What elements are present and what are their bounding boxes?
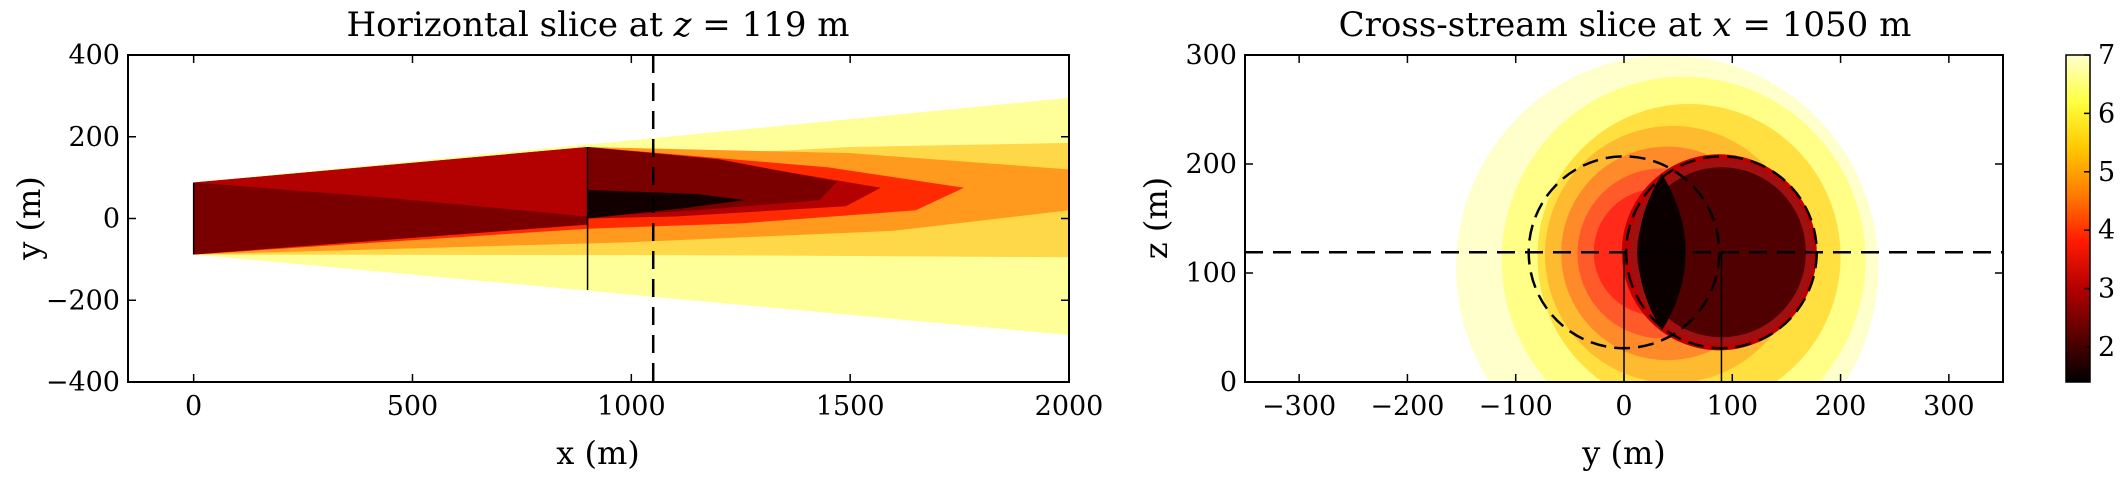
colorbar-tick-label: 6 <box>2098 98 2115 129</box>
cross-stream-slice-title: Cross-stream slice at x = 1050 m <box>1339 5 1912 45</box>
y-tick-label: 200 <box>1185 149 1237 180</box>
cross-stream-slice-contours <box>1456 55 1879 382</box>
y-tick-label: −400 <box>46 367 120 398</box>
colorbar-gradient <box>2065 54 2091 383</box>
cross-stream-slice-xlabel: y (m) <box>1581 434 1666 472</box>
y-tick-label: 200 <box>68 122 120 153</box>
colorbar-tick-label: 2 <box>2098 332 2115 363</box>
cross-stream-slice-ticks: −300 −200 −100 0 100 200 300 0 100 200 300 <box>1185 40 2003 422</box>
colorbar-tick-label: 3 <box>2098 274 2115 305</box>
horizontal-slice-xlabel: x (m) <box>556 434 640 472</box>
cross-stream-slice-overlay <box>1245 155 2003 382</box>
colorbar-tick-label: 7 <box>2098 40 2115 71</box>
x-tick-label: 1000 <box>597 391 666 422</box>
horizontal-slice-contours <box>193 97 1069 336</box>
cross-stream-slice-ylabel: z (m) <box>1137 177 1175 259</box>
horizontal-slice-ylabel: y (m) <box>10 176 48 261</box>
colorbar: 2 3 4 5 6 7 <box>2065 40 2115 383</box>
x-tick-label: 0 <box>1615 391 1632 422</box>
wake-contour-band-5 <box>193 147 837 255</box>
horizontal-slice-overlay <box>192 55 655 382</box>
y-tick-label: 0 <box>1220 367 1237 398</box>
colorbar-tick-label: 5 <box>2098 157 2115 188</box>
y-tick-label: 0 <box>103 204 120 235</box>
y-tick-label: 400 <box>68 40 120 71</box>
horizontal-slice-ticks: 0 500 1000 1500 2000 −400 −200 0 200 400 <box>46 40 1104 422</box>
x-tick-label: 100 <box>1707 391 1759 422</box>
x-tick-label: 0 <box>185 391 202 422</box>
y-tick-label: 300 <box>1185 40 1237 71</box>
y-tick-label: −200 <box>46 285 120 316</box>
x-tick-label: 500 <box>387 391 439 422</box>
x-tick-label: 2000 <box>1035 391 1104 422</box>
x-tick-label: 300 <box>1923 391 1975 422</box>
colorbar-tick-label: 4 <box>2098 215 2115 246</box>
horizontal-slice-panel: Horizontal slice at z = 119 m 0 500 1000 15… <box>10 5 1103 472</box>
x-tick-label: −200 <box>1370 391 1444 422</box>
y-tick-label: 100 <box>1185 258 1237 289</box>
colorbar-ticks: 2 3 4 5 6 7 <box>2084 40 2115 363</box>
x-tick-label: −300 <box>1262 391 1336 422</box>
x-tick-label: 1500 <box>816 391 885 422</box>
x-tick-label: −100 <box>1479 391 1553 422</box>
cross-stream-slice-panel: Cross-stream slice at x = 1050 m −300 −20… <box>1137 5 2004 472</box>
wake-core-lens <box>1638 173 1686 331</box>
horizontal-slice-title: Horizontal slice at z = 119 m <box>346 5 849 45</box>
x-tick-label: 200 <box>1815 391 1867 422</box>
wake-contour-band-6 <box>587 189 746 219</box>
